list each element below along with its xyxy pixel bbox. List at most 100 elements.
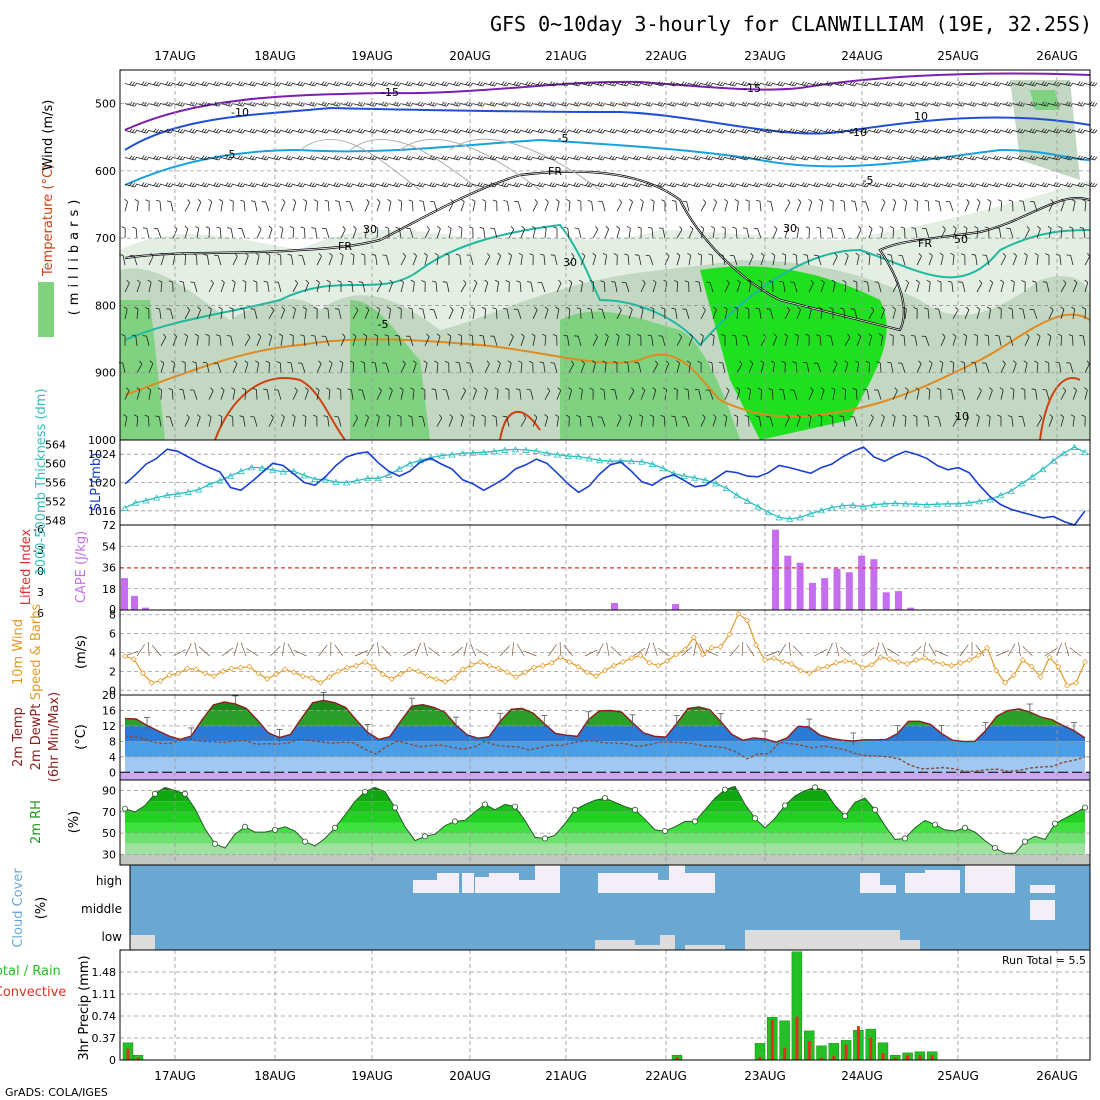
wind-barb [340, 362, 344, 373]
date-label-bottom: 24AUG [841, 1069, 883, 1083]
wind-barb [916, 201, 918, 212]
wind-barb-flag [555, 306, 560, 310]
surface-wind-barb [136, 644, 145, 657]
wind-speed-marker [699, 651, 706, 658]
wind-barb-flag [686, 129, 690, 134]
wind-barb-flag [885, 128, 889, 133]
wind-barb [124, 416, 128, 427]
wind-barb-flag [570, 360, 575, 365]
wind-barb-flag [292, 198, 297, 203]
wind-barb-flag [723, 306, 728, 310]
thickness-marker [321, 476, 330, 483]
wind-barb-flag [210, 279, 214, 284]
rh-contour [449, 139, 601, 191]
wind-barb-flag [839, 307, 844, 310]
wind-barb-flag [530, 82, 534, 87]
wind-barb-flag [623, 361, 628, 364]
wind-speed-marker [770, 655, 777, 662]
wind-barb-flag [141, 182, 145, 186]
wind-barb-flag [851, 102, 855, 106]
wind-barb [232, 255, 238, 266]
wind-barb [925, 336, 930, 346]
wind-barb [278, 282, 282, 293]
wind-barb-flag [515, 129, 519, 133]
temperature-contour [124, 72, 1091, 131]
wind-barb-flag [539, 361, 544, 364]
surface-wind-barb [240, 642, 247, 657]
wind-barb [688, 336, 693, 346]
wind-barb [398, 335, 402, 346]
wind-barb-flag [952, 333, 957, 337]
slp-tick-label: 1024 [88, 448, 116, 461]
surface-wind-barb [423, 642, 428, 657]
wind-barb [628, 309, 633, 320]
wind-barb [520, 336, 525, 346]
wind-barb [952, 417, 959, 427]
wind-barb [364, 309, 370, 320]
wind-barb [507, 201, 510, 212]
wind-barb-flag [698, 156, 702, 161]
wind-barb-flag [1046, 102, 1050, 107]
cape-bar [882, 592, 890, 610]
wind-barb [448, 309, 454, 320]
wind-barb-flag [575, 155, 579, 160]
wind-barb-flag [779, 155, 783, 160]
wind-barb-flag [457, 333, 462, 337]
wind-barb-flag [712, 414, 717, 418]
wind-speed-marker [210, 673, 217, 680]
wind-barb-flag [676, 360, 680, 364]
wind-barb-flag [192, 253, 197, 256]
wind-barb-flag [374, 129, 378, 134]
thickness-axis-label: 1000-500mb Thickness (dm) [34, 388, 49, 575]
wind-barb [352, 310, 359, 320]
wind-barb-flag [981, 81, 985, 85]
date-label-bottom: 23AUG [744, 1069, 786, 1083]
wind-barb-flag [398, 156, 402, 161]
wind-barb-flag [191, 182, 195, 187]
wind-barb-flag [431, 388, 436, 391]
wind-barb-flag [863, 81, 867, 86]
wind-barb [268, 310, 275, 320]
wind-barb-flag [251, 155, 255, 160]
wind-barb-flag [479, 129, 483, 133]
wind-barb-flag [587, 200, 592, 202]
wind-barb-flag [539, 155, 543, 160]
wind-barb-flag [635, 81, 639, 86]
wind-barb-flag [399, 387, 404, 391]
wind-barb-flag [460, 414, 464, 418]
wind-barb-flag [935, 155, 939, 160]
rh-marker [391, 804, 398, 811]
thickness-marker [880, 500, 889, 507]
wind-barb [1060, 201, 1065, 212]
rh-band [125, 811, 1085, 823]
wind-speed-marker [424, 673, 431, 680]
wind-barb-flag [1017, 128, 1021, 133]
wind-barb-flag [960, 253, 965, 256]
wind-barb-flag [624, 253, 629, 256]
wind-barb-flag [731, 334, 736, 337]
wind-barb-flag [718, 362, 723, 364]
wind-barb-flag [266, 183, 270, 188]
wind-barb [328, 282, 331, 293]
wind-barb-flag [349, 360, 354, 364]
wind-barb-flag [208, 198, 213, 203]
date-label-top: 18AUG [254, 49, 296, 63]
wind-barb-flag [196, 414, 201, 418]
wind-barb-flag [542, 129, 546, 134]
wind-barb-flag [813, 81, 817, 85]
wind-barb-flag [686, 156, 690, 161]
wind-barb [1082, 335, 1086, 346]
wind-barb-flag [378, 279, 383, 284]
wind-barb [517, 309, 522, 320]
wind-speed-marker [219, 668, 226, 675]
wind-barb-flag [197, 306, 201, 310]
wind-barb [712, 309, 717, 320]
wind-barb-flag [594, 333, 598, 338]
wind-barb-flag [779, 182, 783, 187]
wind-barb-flag [936, 387, 941, 390]
wind-barb-flag [249, 81, 253, 85]
wind-barb-flag [849, 155, 853, 159]
wind-barb [135, 335, 138, 346]
cloud-low-fill [595, 940, 635, 950]
wind-barb [567, 335, 570, 346]
